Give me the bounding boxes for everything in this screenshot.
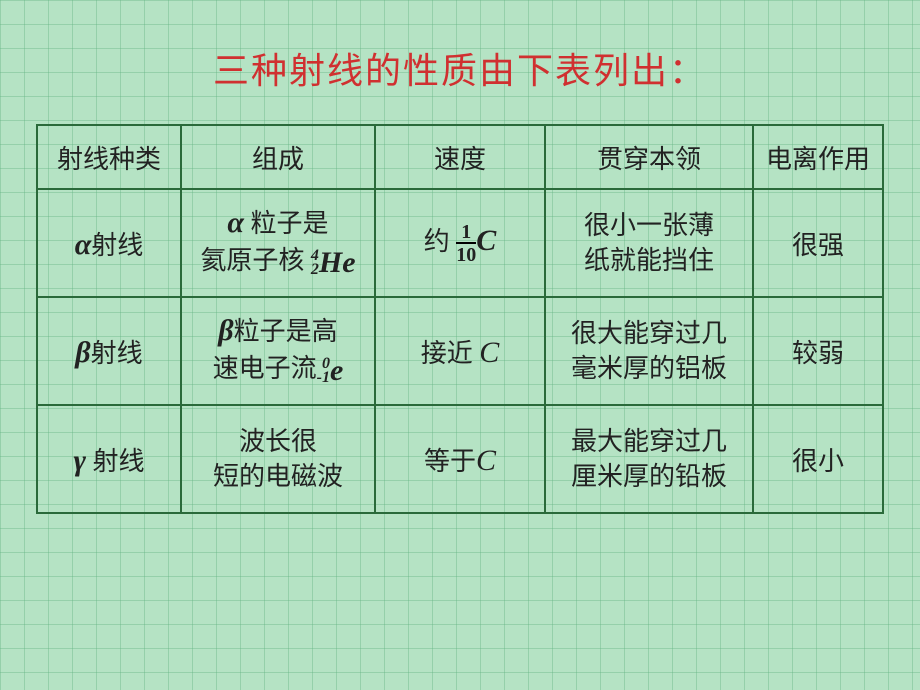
gamma-penetration: 最大能穿过几 厘米厚的铅板 (545, 405, 753, 513)
he-nuclide: 42He (311, 243, 356, 284)
gamma-speed: 等于C (375, 405, 545, 513)
beta-pen-l1: 很大能穿过几 (571, 316, 727, 351)
beta-composition: β粒子是高 速电子流0-1e (181, 297, 375, 405)
beta-symbol-2: β (218, 314, 233, 347)
gamma-composition: 波长很 短的电磁波 (181, 405, 375, 513)
beta-speed-c: C (479, 336, 499, 369)
alpha-symbol: α (75, 228, 92, 261)
gamma-comp-l1: 波长很 (213, 424, 343, 459)
alpha-speed: 约 110C (375, 189, 545, 297)
beta-symbol: β (75, 336, 90, 369)
beta-comp-mid: 粒子是高 (234, 317, 338, 346)
fraction: 110 (456, 222, 476, 265)
alpha-composition: α 粒子是 氦原子核 42He (181, 189, 375, 297)
alpha-pen-l1: 很小一张薄 (584, 208, 714, 243)
alpha-penetration: 很小一张薄 纸就能挡住 (545, 189, 753, 297)
alpha-ionization: 很强 (753, 189, 883, 297)
radiation-table: 射线种类 组成 速度 贯穿本领 电离作用 α射线 α 粒子是 氦原子核 42He (36, 124, 884, 514)
alpha-speed-prefix: 约 (424, 227, 457, 256)
he-element: He (319, 246, 356, 279)
alpha-symbol-2: α (227, 206, 244, 239)
alpha-comp-mid: 粒子是 (244, 209, 329, 238)
beta-penetration: 很大能穿过几 毫米厚的铝板 (545, 297, 753, 405)
gamma-comp-l2: 短的电磁波 (213, 459, 343, 494)
header-type: 射线种类 (37, 125, 181, 189)
e-nuclide: 0-1e (317, 351, 344, 392)
gamma-symbol: γ (74, 444, 86, 477)
table-row-beta: β射线 β粒子是高 速电子流0-1e 接近 C 很大能穿过几 毫米厚的 (37, 297, 883, 405)
beta-comp-line2: 速电子流 (213, 354, 317, 383)
alpha-speed-c: C (476, 224, 496, 257)
table-header-row: 射线种类 组成 速度 贯穿本领 电离作用 (37, 125, 883, 189)
alpha-comp-line2: 氦原子核 (200, 246, 311, 275)
he-charge: 2 (311, 261, 319, 278)
alpha-pen-l2: 纸就能挡住 (584, 243, 714, 278)
table-row-gamma: γ 射线 波长很 短的电磁波 等于C 最大能穿过几 厘米厚的铅板 很小 (37, 405, 883, 513)
beta-pen-l2: 毫米厚的铝板 (571, 351, 727, 386)
fraction-num: 1 (456, 222, 476, 242)
header-speed: 速度 (375, 125, 545, 189)
gamma-type: γ 射线 (37, 405, 181, 513)
beta-ionization: 较弱 (753, 297, 883, 405)
gamma-speed-text: 等于 (424, 447, 476, 476)
page-title: 三种射线的性质由下表列出： (0, 0, 920, 124)
fraction-den: 10 (456, 242, 476, 265)
header-composition: 组成 (181, 125, 375, 189)
beta-type-suffix: 射线 (91, 339, 143, 368)
header-ionization: 电离作用 (753, 125, 883, 189)
beta-speed-text: 接近 (421, 339, 480, 368)
alpha-type: α射线 (37, 189, 181, 297)
gamma-type-suffix: 射线 (86, 447, 145, 476)
gamma-ionization: 很小 (753, 405, 883, 513)
beta-type: β射线 (37, 297, 181, 405)
e-charge: -1 (317, 369, 330, 386)
gamma-speed-c: C (476, 444, 496, 477)
alpha-type-suffix: 射线 (91, 231, 143, 260)
beta-speed: 接近 C (375, 297, 545, 405)
gamma-pen-l1: 最大能穿过几 (571, 424, 727, 459)
gamma-pen-l2: 厘米厚的铅板 (571, 459, 727, 494)
e-element: e (330, 354, 343, 387)
header-penetration: 贯穿本领 (545, 125, 753, 189)
table-row-alpha: α射线 α 粒子是 氦原子核 42He 约 110C 很小一张薄 纸就 (37, 189, 883, 297)
